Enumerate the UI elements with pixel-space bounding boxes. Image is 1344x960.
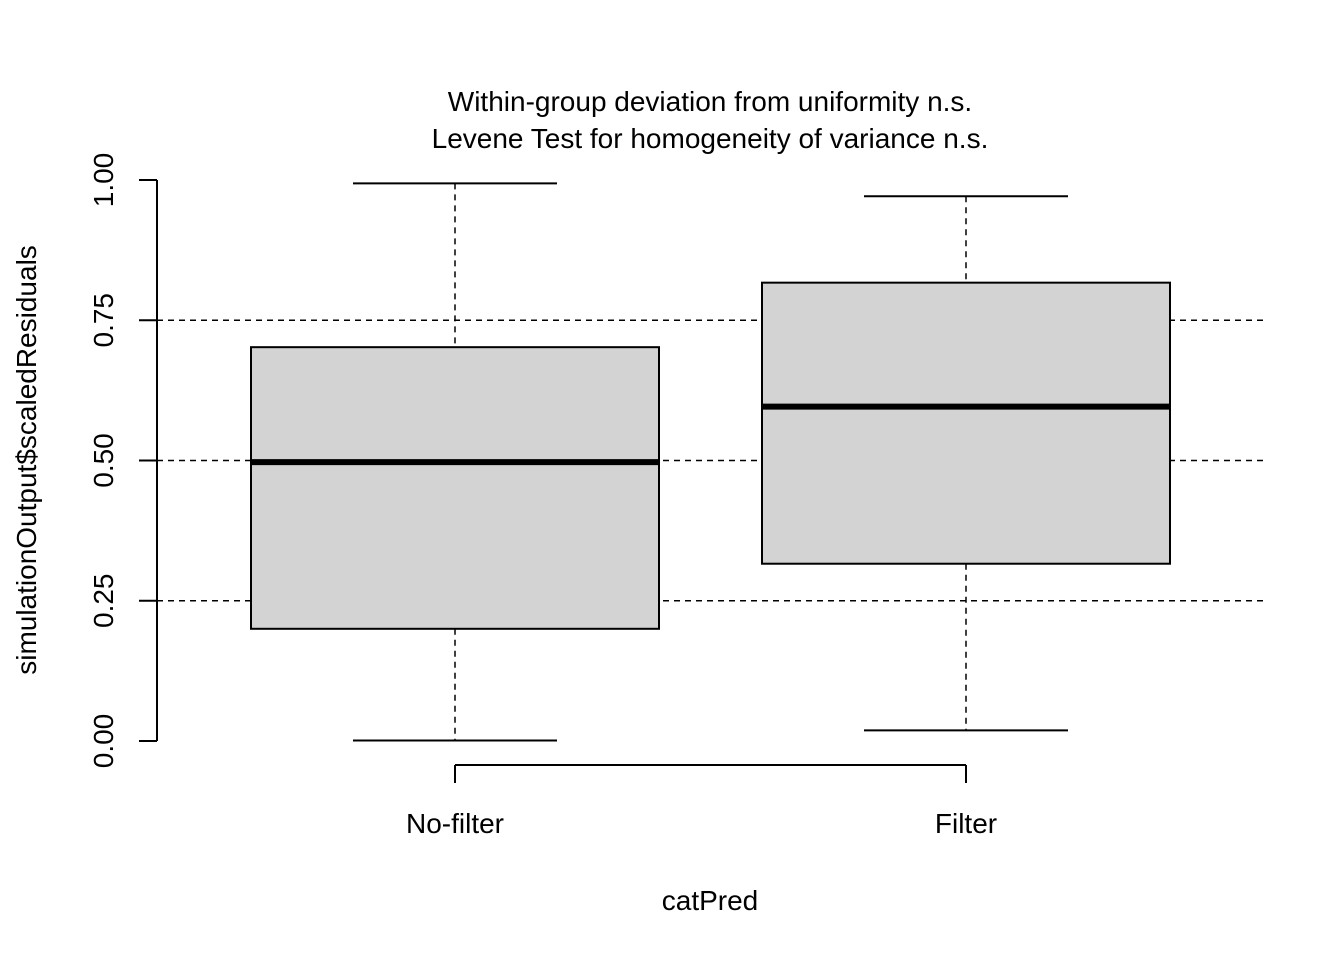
box-iqr: [250, 346, 660, 630]
y-tick-label: 0.25: [88, 574, 119, 629]
x-tick-label: No-filter: [406, 808, 504, 839]
chart-subtitle: Levene Test for homogeneity of variance …: [432, 123, 989, 154]
y-tick-label: 0.00: [88, 714, 119, 769]
x-axis: No-filter Filter: [406, 764, 997, 839]
x-axis-label: catPred: [662, 885, 759, 916]
box-iqr: [761, 281, 1171, 565]
y-axis: 0.00 0.25 0.50 0.75 1.00: [88, 153, 158, 769]
y-tick-label: 0.75: [88, 293, 119, 348]
reference-lines: [157, 319, 1264, 602]
box-group: [761, 195, 1171, 732]
box-group: [250, 182, 660, 742]
chart-title: Within-group deviation from uniformity n…: [448, 86, 972, 117]
x-tick-label: Filter: [935, 808, 997, 839]
y-axis-label: simulationOutput$scaledResiduals: [11, 245, 42, 675]
y-tick-label: 1.00: [88, 153, 119, 208]
y-tick-label: 0.50: [88, 433, 119, 488]
boxes: [250, 182, 1171, 742]
